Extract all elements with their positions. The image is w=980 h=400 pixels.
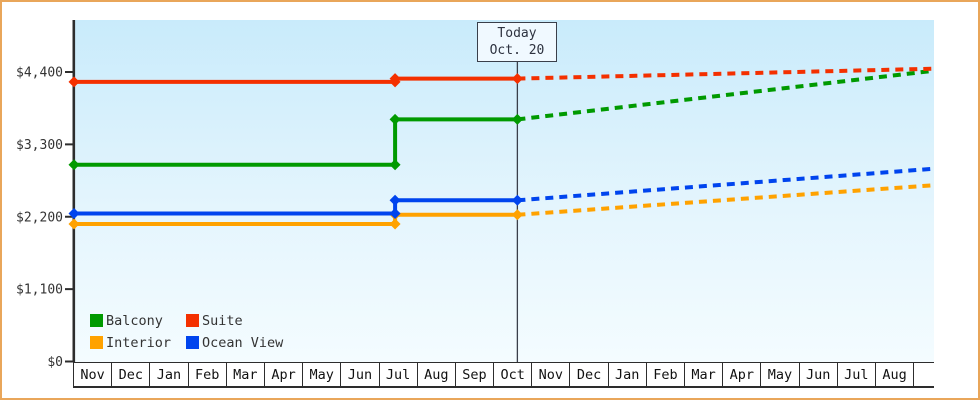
series-marker-interior — [511, 209, 523, 221]
legend-label: Ocean View — [202, 334, 284, 351]
month-cell: May — [761, 363, 800, 386]
month-cell: Nov — [74, 363, 113, 386]
legend-swatch-icon — [90, 314, 103, 327]
series-projection-ocean-view — [517, 166, 935, 203]
y-axis-tick-label: $1,100 — [16, 283, 63, 298]
y-axis-tick-label: $2,200 — [16, 210, 63, 225]
y-axis-tick-label: $0 — [47, 355, 63, 370]
series-projection-interior — [517, 183, 935, 217]
series-marker-ocean-view — [389, 194, 401, 206]
legend-item: Suite — [186, 312, 283, 329]
x-axis-month-row: Nov Dec Jan Feb Mar Apr May Jun Jul Aug Sep Oct Nov D… — [73, 362, 934, 388]
month-cell: Nov — [532, 363, 571, 386]
legend: Balcony Suite Interior Ocean View — [90, 312, 284, 351]
month-cell: May — [303, 363, 342, 386]
series-marker-suite — [511, 73, 523, 85]
y-axis-tick-label: $4,400 — [16, 66, 63, 81]
legend-label: Suite — [202, 312, 243, 329]
month-cell: Sep — [456, 363, 495, 386]
month-cell: Jul — [380, 363, 418, 386]
y-axis-tick-label: $3,300 — [16, 138, 63, 153]
legend-label: Interior — [106, 334, 172, 351]
month-cell: Jun — [341, 363, 380, 386]
legend-item: Balcony — [90, 312, 186, 329]
month-cell: Feb — [189, 363, 227, 386]
month-cell: Jul — [838, 363, 876, 386]
month-cell: Jun — [800, 363, 838, 386]
legend-item: Interior — [90, 334, 186, 351]
price-series-lines — [68, 66, 935, 230]
today-annotation-line2: Oct. 20 — [489, 43, 545, 58]
legend-swatch-icon — [186, 314, 199, 327]
series-line-balcony — [74, 117, 518, 167]
legend-swatch-icon — [90, 336, 103, 349]
month-cell: Apr — [265, 363, 304, 386]
series-marker-balcony — [389, 159, 401, 171]
today-annotation-line1: Today — [497, 26, 537, 41]
series-marker-suite — [389, 73, 401, 85]
month-row-filler — [914, 363, 934, 386]
series-marker-balcony — [511, 113, 523, 125]
series-marker-balcony — [389, 113, 401, 125]
series-marker-ocean-view — [68, 207, 80, 219]
series-marker-ocean-view — [511, 194, 523, 206]
y-axis: $0 $1,100 $2,200 $3,300 $4,400 — [16, 20, 76, 370]
series-line-suite — [74, 76, 518, 84]
month-cell: Feb — [647, 363, 685, 386]
legend-swatch-icon — [186, 336, 199, 349]
series-marker-balcony — [68, 159, 80, 171]
month-cell: Apr — [723, 363, 762, 386]
month-cell: Aug — [418, 363, 456, 386]
series-marker-interior — [68, 218, 80, 230]
legend-item: Ocean View — [186, 334, 284, 351]
month-cell: Jan — [150, 363, 189, 386]
series-line-interior — [74, 212, 518, 226]
series-marker-suite — [68, 76, 80, 88]
series-line-ocean-view — [74, 198, 518, 216]
today-annotation-box: Today Oct. 20 — [477, 22, 557, 62]
month-cell: Oct — [494, 363, 533, 386]
month-cell: Mar — [227, 363, 265, 386]
month-cell: Mar — [685, 363, 724, 386]
month-cell: Aug — [876, 363, 915, 386]
month-cell: Dec — [112, 363, 151, 386]
series-marker-ocean-view — [389, 207, 401, 219]
month-cell: Jan — [609, 363, 647, 386]
legend-label: Balcony — [106, 312, 163, 329]
series-marker-interior — [389, 218, 401, 230]
month-cell: Dec — [570, 363, 609, 386]
